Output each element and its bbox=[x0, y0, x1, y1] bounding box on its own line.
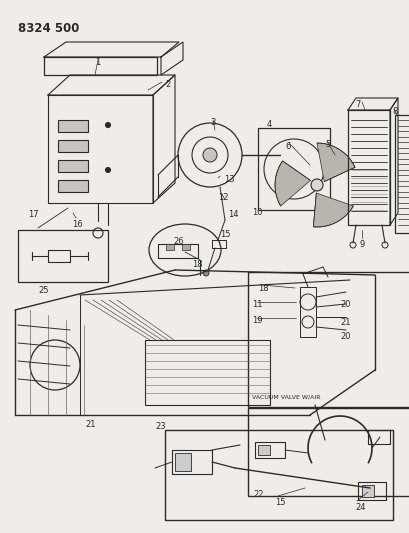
Text: 18: 18 bbox=[191, 260, 202, 269]
Text: 12: 12 bbox=[218, 193, 228, 202]
Bar bbox=[18, 230, 108, 282]
Polygon shape bbox=[274, 161, 310, 206]
Bar bbox=[44, 57, 157, 75]
Text: 21: 21 bbox=[339, 318, 350, 327]
Text: 22: 22 bbox=[252, 490, 263, 499]
Text: 18: 18 bbox=[257, 284, 268, 293]
Bar bbox=[58, 140, 88, 152]
Bar bbox=[247, 272, 409, 407]
Text: 15: 15 bbox=[274, 498, 285, 507]
Bar bbox=[172, 450, 211, 474]
Bar bbox=[247, 408, 409, 496]
Text: 8: 8 bbox=[391, 107, 396, 116]
Bar bbox=[58, 180, 88, 192]
Circle shape bbox=[202, 270, 209, 276]
Bar bbox=[182, 244, 189, 250]
Text: 4: 4 bbox=[266, 120, 272, 129]
Text: 23: 23 bbox=[155, 422, 165, 431]
Text: 2: 2 bbox=[164, 80, 170, 89]
Text: 7: 7 bbox=[354, 100, 360, 109]
Text: 5: 5 bbox=[324, 140, 329, 149]
Text: 26: 26 bbox=[173, 237, 183, 246]
Text: 9: 9 bbox=[359, 240, 364, 249]
Bar bbox=[175, 453, 191, 471]
Text: 13: 13 bbox=[223, 175, 234, 184]
Text: 10: 10 bbox=[252, 208, 262, 217]
Bar bbox=[347, 110, 389, 225]
Text: 20: 20 bbox=[339, 300, 350, 309]
Bar bbox=[58, 160, 88, 172]
Text: 14: 14 bbox=[227, 210, 238, 219]
Bar bbox=[58, 120, 88, 132]
Text: 8324 500: 8324 500 bbox=[18, 22, 79, 35]
Text: 20: 20 bbox=[339, 332, 350, 341]
Bar bbox=[394, 115, 409, 233]
Bar bbox=[145, 340, 270, 405]
Bar bbox=[257, 445, 270, 455]
Bar bbox=[211, 240, 225, 248]
Bar bbox=[257, 128, 329, 210]
Text: 17: 17 bbox=[28, 210, 38, 219]
Bar bbox=[361, 485, 373, 497]
Text: 3: 3 bbox=[209, 118, 215, 127]
Circle shape bbox=[202, 148, 216, 162]
Text: 19: 19 bbox=[252, 316, 262, 325]
Bar bbox=[357, 482, 385, 500]
Text: 16: 16 bbox=[72, 220, 83, 229]
Text: 15: 15 bbox=[220, 230, 230, 239]
Polygon shape bbox=[312, 193, 353, 227]
Bar bbox=[254, 442, 284, 458]
Text: 21: 21 bbox=[85, 420, 95, 429]
Text: VACUUM VALVE W/AIR: VACUUM VALVE W/AIR bbox=[252, 395, 320, 400]
Text: 6: 6 bbox=[284, 142, 290, 151]
Bar bbox=[367, 430, 389, 444]
Polygon shape bbox=[316, 143, 354, 182]
Circle shape bbox=[105, 167, 110, 173]
Bar bbox=[157, 244, 198, 258]
Text: 1: 1 bbox=[95, 58, 100, 67]
Bar bbox=[164, 430, 392, 520]
Circle shape bbox=[105, 123, 110, 127]
Text: 25: 25 bbox=[38, 286, 48, 295]
Bar bbox=[166, 244, 173, 250]
Bar bbox=[48, 250, 70, 262]
Bar bbox=[48, 95, 153, 203]
Text: 24: 24 bbox=[354, 503, 364, 512]
Circle shape bbox=[310, 179, 322, 191]
Bar bbox=[299, 287, 315, 337]
Text: 11: 11 bbox=[252, 300, 262, 309]
